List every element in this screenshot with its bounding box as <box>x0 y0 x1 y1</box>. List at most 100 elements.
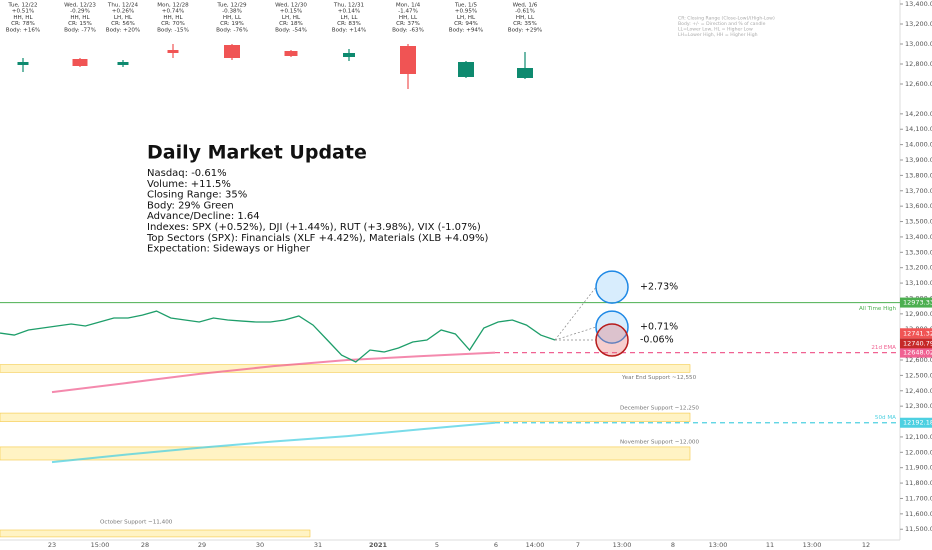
candle-label: Body: +16% <box>6 27 41 33</box>
candle-label: CR: 18% <box>279 21 303 27</box>
price-tag-label: 12192.18 <box>903 419 932 427</box>
candle-label: Body: +29% <box>508 27 543 33</box>
candle-label: HH, LL <box>399 15 418 21</box>
candle-label: CR: 70% <box>161 21 185 27</box>
candle-label: HH, HL <box>163 15 183 21</box>
moving-average <box>51 421 496 464</box>
candle-label: -0.38% <box>222 9 242 15</box>
candle-label: CR: 83% <box>337 21 361 27</box>
candle-label: HH, LL <box>516 15 535 21</box>
projection-label: +0.71% <box>640 322 678 333</box>
y-tick-label: 12,900.00 <box>905 310 932 318</box>
y-tick-label: 13,100.00 <box>905 279 932 287</box>
note-line: Advance/Decline: 1.64 <box>147 211 260 222</box>
candle-body <box>167 50 179 53</box>
candle-label: HH, HL <box>70 15 90 21</box>
y-tick-label: 13,000.00 <box>905 40 932 48</box>
ma-label: 50d MA <box>875 415 896 421</box>
x-tick-label: 6 <box>494 541 498 549</box>
price-tag <box>900 328 932 339</box>
candle-label: Body: -76% <box>216 27 248 33</box>
projection-label: -0.06% <box>640 335 674 346</box>
projection-path <box>554 326 597 341</box>
y-tick-label: 12,500.00 <box>905 371 932 379</box>
candle-label: +0.74% <box>162 9 184 15</box>
x-tick-label: 13:00 <box>803 541 822 549</box>
projection-circle <box>595 323 629 357</box>
candle-body <box>284 51 298 56</box>
x-tick-label: 15:00 <box>91 541 110 549</box>
candle-label: Tue, 12/22 <box>7 3 37 9</box>
y-tick-label: 13,300.00 <box>905 248 932 256</box>
y-tick-label: 12,100.00 <box>905 433 932 441</box>
y-tick-label: 12,800.00 <box>905 60 932 68</box>
price-tag-label: 12973.33 <box>903 299 932 307</box>
candle-label: CR: 15% <box>68 21 92 27</box>
y-tick-label: 13,600.00 <box>905 202 932 210</box>
y-tick-label: 12,600.00 <box>905 356 932 364</box>
candle-label: +0.26% <box>112 9 134 15</box>
x-tick-label: 13:00 <box>613 541 632 549</box>
candle-label: CR: 19% <box>220 21 244 27</box>
legend-note: Body: +/- = Direction and % of candle <box>678 21 766 27</box>
y-tick-label: 13,200.00 <box>905 264 932 272</box>
y-tick-label: 13,400.00 <box>905 0 932 8</box>
candle-label: +0.95% <box>455 9 477 15</box>
candle-body <box>400 46 416 74</box>
y-tick-label: 14,100.00 <box>905 125 932 133</box>
candle-body <box>224 45 240 58</box>
candle-label: Body: -63% <box>392 27 424 33</box>
note-line: Indexes: SPX (+0.52%), DJI (+1.44%), RUT… <box>147 222 481 233</box>
note-line: Top Sectors (SPX): Financials (XLF +4.42… <box>146 233 489 244</box>
candle-label: CR: 56% <box>111 21 135 27</box>
support-zone <box>0 412 691 422</box>
price-tag-label: 12740.79 <box>903 339 932 347</box>
y-tick-label: 12,000.00 <box>905 448 932 456</box>
y-tick-label: 13,200.00 <box>905 20 932 28</box>
candle-label: LH, HL <box>457 15 476 21</box>
y-tick-label: 13,700.00 <box>905 187 932 195</box>
candle-label: +0.51% <box>12 9 34 15</box>
x-tick-label: 23 <box>48 541 56 549</box>
support-zone <box>0 529 311 538</box>
x-tick-label: 8 <box>671 541 675 549</box>
legend-note: LL=Lower Low, HL = Higher Low <box>678 27 753 33</box>
projection-path <box>554 286 597 341</box>
candle-label: +0.15% <box>280 9 302 15</box>
candle-label: HH, HL <box>13 15 33 21</box>
candle-body <box>17 62 29 65</box>
note-line: Body: 29% Green <box>147 200 234 211</box>
candle-label: Thu, 12/24 <box>107 3 139 9</box>
candle-body <box>72 59 88 66</box>
y-tick-label: 12,600.00 <box>905 80 932 88</box>
x-tick-label: 11 <box>766 541 774 549</box>
y-tick-label: 11,500.00 <box>905 525 932 533</box>
note-line: Expectation: Sideways or Higher <box>147 244 311 255</box>
candle-label: Body: +94% <box>449 27 484 33</box>
x-tick-label: 28 <box>141 541 149 549</box>
price-tag <box>900 297 932 308</box>
note-line: Closing Range: 35% <box>147 190 247 201</box>
x-tick-label: 13:00 <box>709 541 728 549</box>
candle-body <box>117 62 129 65</box>
price-line <box>0 310 556 363</box>
price-tag <box>900 417 932 428</box>
candle-label: Mon, 1/4 <box>396 3 421 9</box>
y-tick-label: 11,700.00 <box>905 494 932 502</box>
y-tick-label: 13,900.00 <box>905 156 932 164</box>
zone-label: Year End Support ~12,550 <box>621 375 697 381</box>
zone-label: October Support ~11,400 <box>100 520 173 526</box>
candle-label: Tue, 1/5 <box>454 3 478 9</box>
projection-circle <box>595 270 629 304</box>
ma-label: 21d EMA <box>871 345 896 351</box>
candle-label: Body: +14% <box>332 27 367 33</box>
candle-label: Thu, 12/31 <box>333 3 365 9</box>
note-line: Nasdaq: -0.61% <box>147 168 227 179</box>
y-tick-label: 14,000.00 <box>905 141 932 149</box>
candle-label: HH, LL <box>223 15 242 21</box>
candle-label: Tue, 12/29 <box>216 3 247 9</box>
legend-note: LH=Lower High, HH = Higher High <box>678 32 758 38</box>
y-tick-label: 11,600.00 <box>905 510 932 518</box>
candle-label: CR: 37% <box>396 21 420 27</box>
